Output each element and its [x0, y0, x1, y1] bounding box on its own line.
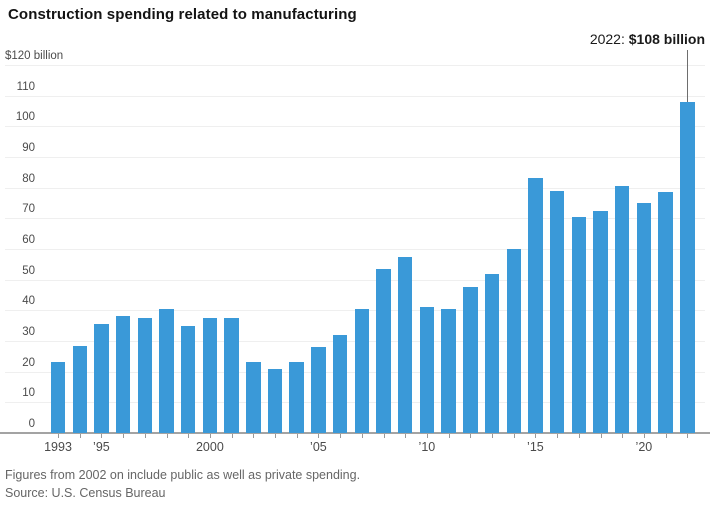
- y-gridline: [5, 218, 705, 219]
- annotation-year-label: 2022:: [589, 31, 629, 47]
- bar-2011: [441, 309, 456, 433]
- x-tick-mark: [426, 434, 428, 438]
- bar-2002: [246, 362, 261, 433]
- y-axis-label: 50: [22, 265, 35, 277]
- x-tick-mark: [578, 434, 580, 438]
- bar-2007: [354, 309, 370, 433]
- bar-2022: [680, 102, 695, 433]
- bar-2004: [289, 362, 304, 433]
- x-tick-mark: [557, 434, 559, 438]
- source-text: Source: U.S. Census Bureau: [5, 486, 166, 500]
- y-axis-label: 70: [22, 203, 35, 215]
- y-gridline: [5, 126, 705, 127]
- bar-2021: [658, 192, 673, 433]
- y-axis-label: 80: [22, 173, 35, 185]
- bar-2015: [528, 178, 543, 433]
- bar-1999: [180, 326, 196, 433]
- x-axis-label: 1993: [44, 440, 72, 454]
- bar-2005: [311, 347, 326, 433]
- bar-2000: [202, 318, 218, 433]
- x-tick-mark: [166, 434, 168, 438]
- x-axis-label: ’15: [527, 440, 544, 454]
- bar-1994: [72, 346, 87, 433]
- x-tick-mark: [383, 434, 385, 438]
- y-gridline: [5, 188, 705, 189]
- x-axis-label: ’20: [635, 440, 653, 454]
- bar-1998: [159, 309, 174, 433]
- bar-2003: [267, 369, 283, 433]
- x-tick-mark: [535, 434, 537, 438]
- x-tick-mark: [405, 434, 407, 438]
- x-tick-mark: [448, 434, 450, 438]
- footnote-text: Figures from 2002 on include public as w…: [5, 468, 361, 482]
- x-tick-mark: [231, 434, 233, 438]
- bar-1996: [115, 316, 131, 433]
- bar-1995: [94, 324, 109, 433]
- x-axis-label: ’05: [310, 440, 327, 454]
- x-tick-mark: [79, 434, 81, 438]
- y-axis-label: $120 billion: [5, 50, 64, 62]
- y-axis-label: 90: [22, 142, 35, 154]
- y-gridline: [5, 249, 705, 250]
- y-axis-label: 10: [22, 387, 35, 399]
- y-axis-label: 40: [22, 295, 35, 307]
- bar-2006: [332, 335, 348, 433]
- bar-2018: [593, 211, 608, 433]
- x-tick-mark: [340, 434, 342, 438]
- y-gridline: [5, 96, 705, 97]
- x-tick-mark: [643, 434, 645, 438]
- x-tick-mark: [275, 434, 276, 438]
- x-axis-label: 2000: [195, 440, 224, 454]
- footnote-block: Figures from 2002 on include public as w…: [5, 466, 360, 502]
- x-tick-mark: [188, 434, 190, 438]
- x-tick-mark: [209, 434, 211, 438]
- bar-2016: [549, 191, 565, 433]
- y-gridline: [5, 280, 705, 281]
- x-axis-line: [0, 432, 710, 434]
- x-tick-mark: [253, 434, 255, 438]
- bar-2017: [571, 217, 586, 433]
- bar-2014: [506, 249, 521, 433]
- y-axis-label: 110: [16, 81, 35, 93]
- x-tick-mark: [361, 434, 363, 438]
- x-tick-mark: [101, 434, 103, 438]
- x-axis-label: ’10: [418, 440, 436, 454]
- x-tick-mark: [296, 434, 298, 438]
- bar-1997: [137, 318, 153, 433]
- annotation-callout-line: [686, 50, 689, 102]
- x-tick-mark: [123, 434, 125, 438]
- x-tick-mark: [665, 434, 667, 438]
- y-axis-label: 60: [22, 234, 35, 246]
- bar-2013: [484, 274, 500, 433]
- x-tick-mark: [600, 434, 602, 438]
- bar-2008: [376, 269, 391, 433]
- x-tick-mark: [687, 434, 689, 438]
- x-tick-mark: [144, 434, 146, 438]
- bar-2001: [224, 318, 239, 433]
- y-axis-label: 100: [15, 111, 35, 123]
- bar-1993: [50, 362, 66, 433]
- y-axis-label: 20: [22, 357, 35, 369]
- y-gridline: [5, 65, 705, 66]
- bar-2012: [463, 287, 478, 433]
- bar-2010: [419, 307, 435, 433]
- x-tick-mark: [470, 434, 472, 438]
- y-axis-label: 0: [28, 418, 35, 430]
- x-tick-mark: [622, 434, 624, 438]
- x-axis-label: ’95: [93, 440, 110, 454]
- bar-2020: [636, 203, 652, 433]
- x-tick-mark: [492, 434, 493, 438]
- y-gridline: [5, 157, 705, 158]
- annotation-value-label: $108 billion: [628, 31, 705, 47]
- peak-annotation: 2022: $108 billion: [590, 31, 705, 47]
- bar-2009: [397, 257, 413, 433]
- x-tick-mark: [58, 434, 59, 438]
- x-tick-mark: [318, 434, 320, 438]
- bar-2019: [614, 186, 630, 433]
- y-axis-label: 30: [22, 326, 35, 338]
- x-tick-mark: [513, 434, 515, 438]
- page-title: Construction spending related to manufac…: [8, 6, 357, 23]
